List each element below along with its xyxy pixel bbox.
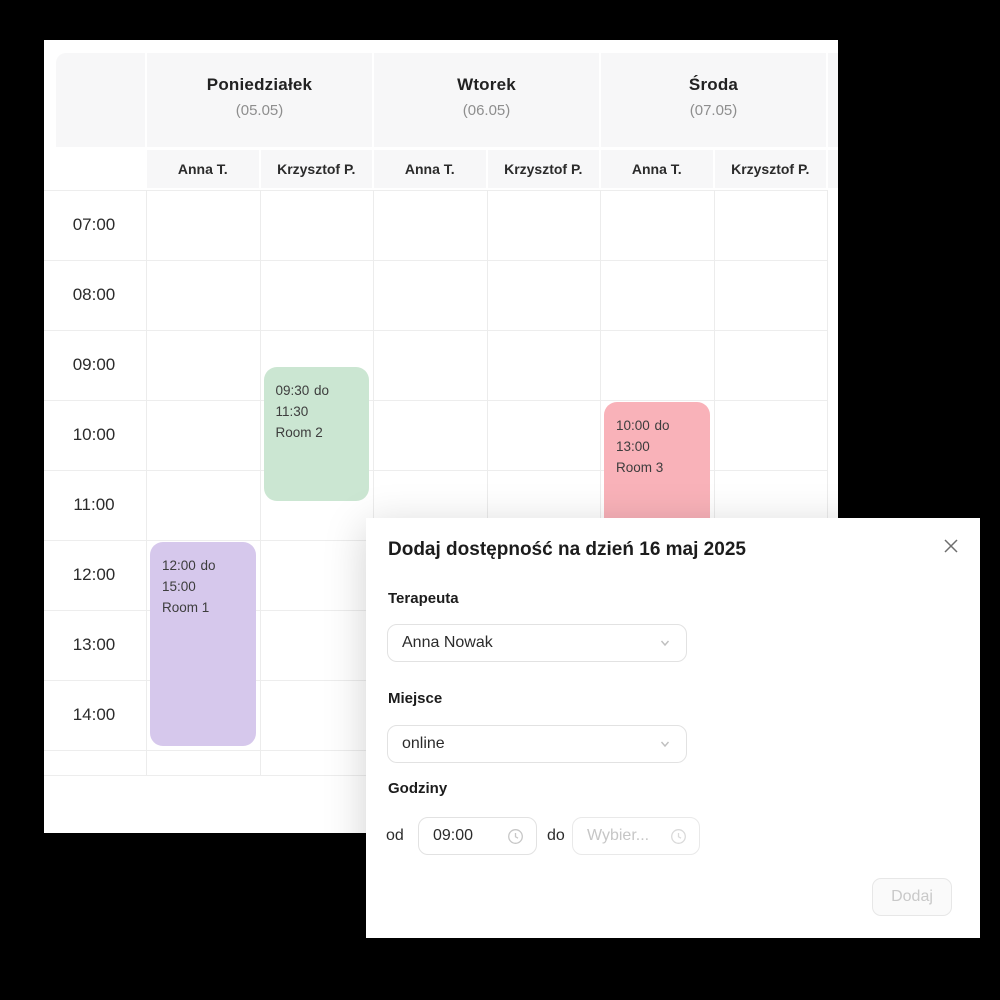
modal-title: Dodaj dostępność na dzień 16 maj 2025 xyxy=(388,539,746,560)
time-label: 12:00 xyxy=(72,565,116,584)
place-select[interactable]: online xyxy=(387,725,687,763)
therapist-select[interactable]: Anna Nowak xyxy=(387,624,687,662)
event-room: Room 2 xyxy=(275,425,323,440)
day-name: Wtorek xyxy=(457,75,516,94)
hours-row: od 09:00 do Wybier... xyxy=(366,817,980,855)
day-header: Poniedziałek (05.05) xyxy=(146,53,373,147)
event-time-range: 10:00 do 13:00 xyxy=(616,418,670,454)
add-availability-modal: Dodaj dostępność na dzień 16 maj 2025 Te… xyxy=(366,518,980,938)
day-name: Poniedziałek xyxy=(206,75,313,94)
grid-line xyxy=(44,260,827,261)
therapist-column-header: Anna T. xyxy=(374,150,486,188)
therapist-field-label: Terapeuta xyxy=(388,590,459,607)
day-header: Środa (07.05) xyxy=(600,53,827,147)
grid-line xyxy=(713,190,715,775)
day-date: (06.05) xyxy=(462,102,511,119)
grid-line xyxy=(44,470,827,471)
grid-line xyxy=(486,190,488,775)
therapist-select-value: Anna Nowak xyxy=(402,634,493,651)
therapist-column-header: Anna T. xyxy=(147,150,259,188)
day-separator xyxy=(826,53,828,147)
grid-line xyxy=(44,400,827,401)
time-label: 10:00 xyxy=(72,425,116,444)
day-separator xyxy=(372,53,374,147)
time-label: 14:00 xyxy=(72,705,116,724)
grid-line xyxy=(44,190,827,191)
grid-line xyxy=(827,190,828,775)
therapist-column-header: Krzysztof P. xyxy=(487,150,599,188)
clock-icon xyxy=(671,828,686,844)
grid-line xyxy=(600,190,601,775)
therapist-column-header: Krzysztof P. xyxy=(714,150,826,188)
day-header: Wtorek (06.05) xyxy=(373,53,600,147)
grid-line xyxy=(44,330,827,331)
time-label: 13:00 xyxy=(72,635,116,654)
place-field-label: Miejsce xyxy=(388,690,443,707)
day-separator xyxy=(599,53,601,147)
day-name: Środa xyxy=(688,75,739,94)
therapist-column-header: Krzysztof P. xyxy=(260,150,372,188)
hours-field-label: Godziny xyxy=(388,780,448,797)
clock-icon xyxy=(508,828,523,844)
availability-event[interactable]: 09:30 do 11:30 Room 2 xyxy=(263,367,369,501)
add-button[interactable]: Dodaj xyxy=(872,878,952,916)
time-label: 08:00 xyxy=(72,285,116,304)
to-label: do xyxy=(547,827,565,844)
grid-line xyxy=(373,190,374,775)
event-time-range: 12:00 do 15:00 xyxy=(162,558,216,594)
therapist-column-header-partial xyxy=(828,150,838,188)
time-to-input[interactable]: Wybier... xyxy=(572,817,700,855)
grid-line xyxy=(259,190,261,775)
chevron-down-icon xyxy=(660,640,670,647)
therapist-column-header: Anna T. xyxy=(601,150,713,188)
calendar-header-background xyxy=(56,53,838,147)
from-label: od xyxy=(386,827,404,844)
availability-event[interactable]: 12:00 do 15:00 Room 1 xyxy=(150,542,256,746)
event-room: Room 1 xyxy=(162,600,210,615)
place-select-value: online xyxy=(402,735,445,752)
time-label: 11:00 xyxy=(73,495,115,514)
time-from-value: 09:00 xyxy=(433,827,474,844)
chevron-down-icon xyxy=(660,741,670,748)
day-date: (05.05) xyxy=(235,102,284,119)
time-to-placeholder: Wybier... xyxy=(587,827,650,844)
time-label: 07:00 xyxy=(72,215,116,234)
close-icon[interactable] xyxy=(938,533,964,559)
event-room: Room 3 xyxy=(616,460,664,475)
time-from-input[interactable]: 09:00 xyxy=(418,817,537,855)
event-time-range: 09:30 do 11:30 xyxy=(275,383,330,419)
time-label: 09:00 xyxy=(72,355,116,374)
grid-line xyxy=(146,190,147,775)
day-separator xyxy=(145,53,147,147)
day-date: (07.05) xyxy=(689,102,738,119)
